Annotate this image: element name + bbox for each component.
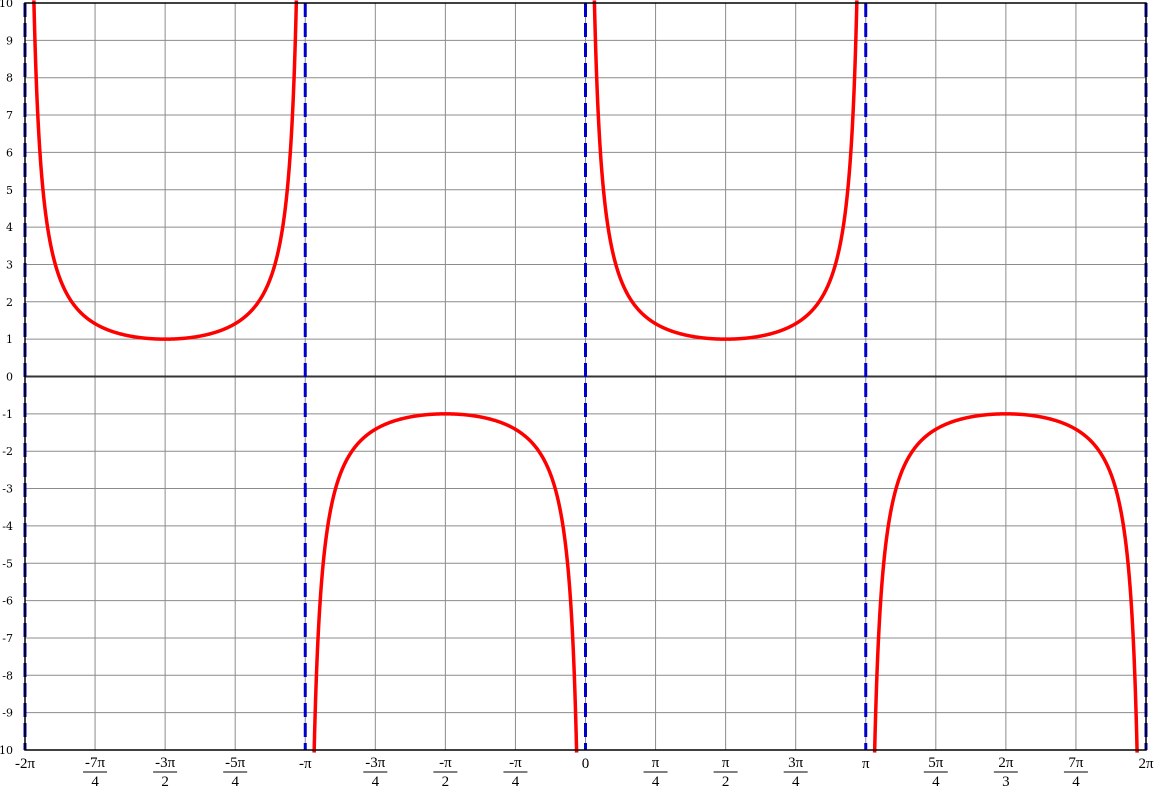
x-tick-numerator: 3π: [788, 755, 804, 771]
x-tick-numerator: 2π: [998, 755, 1014, 771]
x-tick-fraction: -π 4: [503, 755, 528, 790]
y-tick-label: -10: [0, 744, 13, 757]
x-tick-numerator: π: [652, 755, 660, 771]
x-tick-denominator: 2: [442, 774, 450, 790]
x-tick-fraction: -7π4: [83, 755, 108, 790]
y-tick-label: -4: [2, 520, 13, 533]
x-tick-denominator: 3: [1002, 774, 1010, 790]
y-tick-label: 9: [6, 34, 13, 47]
y-tick-label: 7: [6, 109, 13, 122]
y-tick-label: 4: [6, 221, 13, 234]
x-tick-denominator: 4: [792, 774, 800, 790]
x-tick-denominator: 4: [1072, 774, 1080, 790]
x-tick-denominator: 4: [932, 774, 940, 790]
csc-branch: [32, 0, 299, 341]
x-tick-numerator: -3π: [365, 755, 385, 771]
x-tick-denominator: 4: [512, 774, 520, 790]
x-tick-fraction: -3π4: [363, 755, 388, 790]
y-tick-label: 3: [6, 258, 13, 271]
x-tick-denominator: 2: [161, 774, 169, 790]
x-tick-fraction: 2π3: [993, 755, 1018, 790]
x-tick-fraction: 5π4: [923, 755, 948, 790]
y-tick-label: 0: [6, 371, 13, 384]
y-tick-label: 6: [6, 146, 13, 159]
x-tick-numerator: -π: [509, 755, 522, 771]
x-tick-label: 0: [582, 756, 590, 772]
x-tick-denominator: 4: [91, 774, 99, 790]
csc-series: [32, 0, 1139, 753]
x-tick-fraction: -5π4: [223, 755, 248, 790]
x-tick-numerator: -7π: [85, 755, 105, 771]
y-tick-label: 5: [6, 184, 13, 197]
csc-branch: [592, 0, 859, 341]
y-tick-label: -1: [2, 408, 13, 421]
x-tick-label: 2π: [1138, 756, 1154, 772]
x-tick-denominator: 2: [722, 774, 730, 790]
x-tick-numerator: -5π: [225, 755, 245, 771]
x-tick-numerator: -π: [439, 755, 452, 771]
x-tick-denominator: 4: [372, 774, 380, 790]
plot-frame: [24, 2, 1147, 751]
x-tick-numerator: -3π: [155, 755, 175, 771]
y-tick-label: 10: [0, 0, 13, 10]
x-tick-label: -2π: [15, 756, 35, 772]
y-tick-label: -3: [2, 483, 13, 496]
y-tick-label: 8: [6, 72, 13, 85]
y-tick-label: -8: [2, 669, 13, 682]
csc-branch: [312, 412, 579, 753]
x-tick-fraction: -π 2: [433, 755, 458, 790]
x-tick-denominator: 4: [652, 774, 660, 790]
x-tick-fraction: 3π4: [783, 755, 808, 790]
y-tick-label: -7: [2, 632, 13, 645]
y-tick-label: 1: [6, 333, 13, 346]
csc-branch: [872, 412, 1139, 753]
x-tick-label: π: [862, 756, 870, 772]
y-tick-label: -5: [2, 557, 13, 570]
y-tick-label: 2: [6, 296, 13, 309]
y-tick-label: -6: [2, 595, 13, 608]
x-tick-fraction: π4: [643, 755, 668, 790]
x-tick-fraction: -3π2: [153, 755, 178, 790]
x-tick-denominator: 4: [231, 774, 239, 790]
x-tick-fraction: π2: [713, 755, 738, 790]
y-tick-label: -9: [2, 707, 13, 720]
x-tick-label: -π: [299, 756, 312, 772]
y-tick-label: -2: [2, 445, 13, 458]
x-tick-numerator: 7π: [1068, 755, 1084, 771]
x-tick-fraction: 7π4: [1063, 755, 1088, 790]
x-tick-numerator: 5π: [928, 755, 944, 771]
plot-border: [24, 2, 1147, 751]
x-tick-numerator: π: [722, 755, 730, 771]
